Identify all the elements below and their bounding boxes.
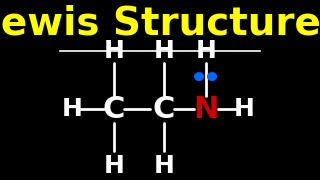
Text: H: H [196, 39, 216, 63]
Circle shape [208, 73, 216, 80]
Text: Lewis Structures: Lewis Structures [0, 4, 320, 42]
Text: C: C [153, 95, 175, 124]
Text: C: C [103, 95, 125, 124]
Text: N: N [193, 95, 219, 124]
Text: H: H [61, 97, 83, 121]
Text: H: H [234, 97, 254, 121]
Text: H: H [154, 39, 174, 63]
Text: H: H [104, 154, 124, 178]
Text: H: H [154, 154, 174, 178]
Text: H: H [104, 39, 124, 63]
Circle shape [195, 73, 204, 80]
